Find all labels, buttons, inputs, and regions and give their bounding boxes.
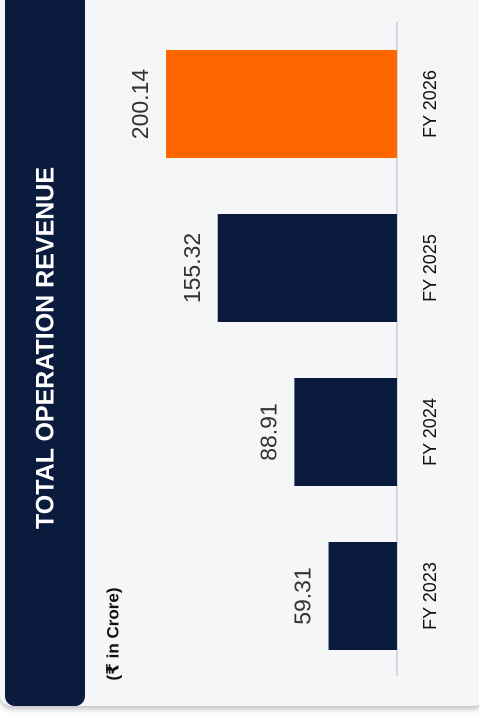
category-label: FY 2023 <box>420 562 440 630</box>
value-label: 59.31 <box>290 567 316 625</box>
category-label: FY 2024 <box>420 398 440 466</box>
category-label: FY 2025 <box>420 234 440 302</box>
value-label: 200.14 <box>127 69 153 140</box>
bar <box>328 542 397 650</box>
category-label: FY 2026 <box>420 70 440 138</box>
chart-title: TOTAL OPERATION REVENUE <box>32 167 60 529</box>
value-label: 155.32 <box>179 233 205 303</box>
bar <box>217 214 397 322</box>
subtitle: (₹ in Crore) <box>103 587 122 680</box>
value-label: 88.91 <box>255 403 281 461</box>
title-panel <box>5 0 85 706</box>
bar <box>166 50 397 158</box>
bar <box>294 378 397 486</box>
